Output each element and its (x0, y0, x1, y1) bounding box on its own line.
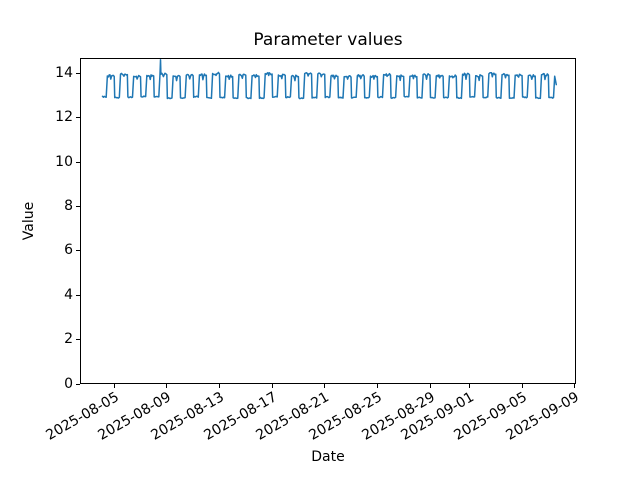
y-tick-mark (76, 339, 80, 341)
y-tick-label: 6 (64, 242, 73, 259)
x-tick-mark (468, 384, 470, 388)
y-tick-mark (76, 117, 80, 119)
y-tick-mark (76, 294, 80, 296)
x-axis-label: Date (311, 449, 345, 465)
y-tick-mark (76, 383, 80, 385)
x-tick-mark (113, 384, 115, 388)
y-tick-mark (76, 73, 80, 74)
data-line-canvas (101, 59, 558, 100)
y-tick-label: 4 (64, 286, 73, 303)
y-tick-mark (76, 250, 80, 252)
parameter-series-line (101, 59, 558, 100)
x-tick-mark (271, 384, 273, 388)
y-tick-label: 8 (64, 198, 73, 215)
y-tick-label: 12 (55, 109, 73, 126)
y-tick-label: 14 (55, 65, 73, 81)
y-tick-label: 2 (64, 331, 73, 348)
x-tick-mark (574, 384, 576, 388)
x-tick-mark (166, 384, 168, 388)
x-tick-mark (324, 384, 326, 388)
y-tick-mark (76, 161, 80, 163)
x-tick-mark (429, 384, 431, 388)
x-tick-mark (376, 384, 378, 388)
chart-title: Parameter values (253, 30, 403, 50)
y-tick-mark (76, 206, 80, 208)
y-tick-label: 0 (64, 375, 73, 392)
x-tick-mark (521, 384, 523, 388)
x-tick-mark (219, 384, 220, 388)
plot-area (80, 58, 576, 384)
y-tick-label: 10 (55, 153, 73, 170)
